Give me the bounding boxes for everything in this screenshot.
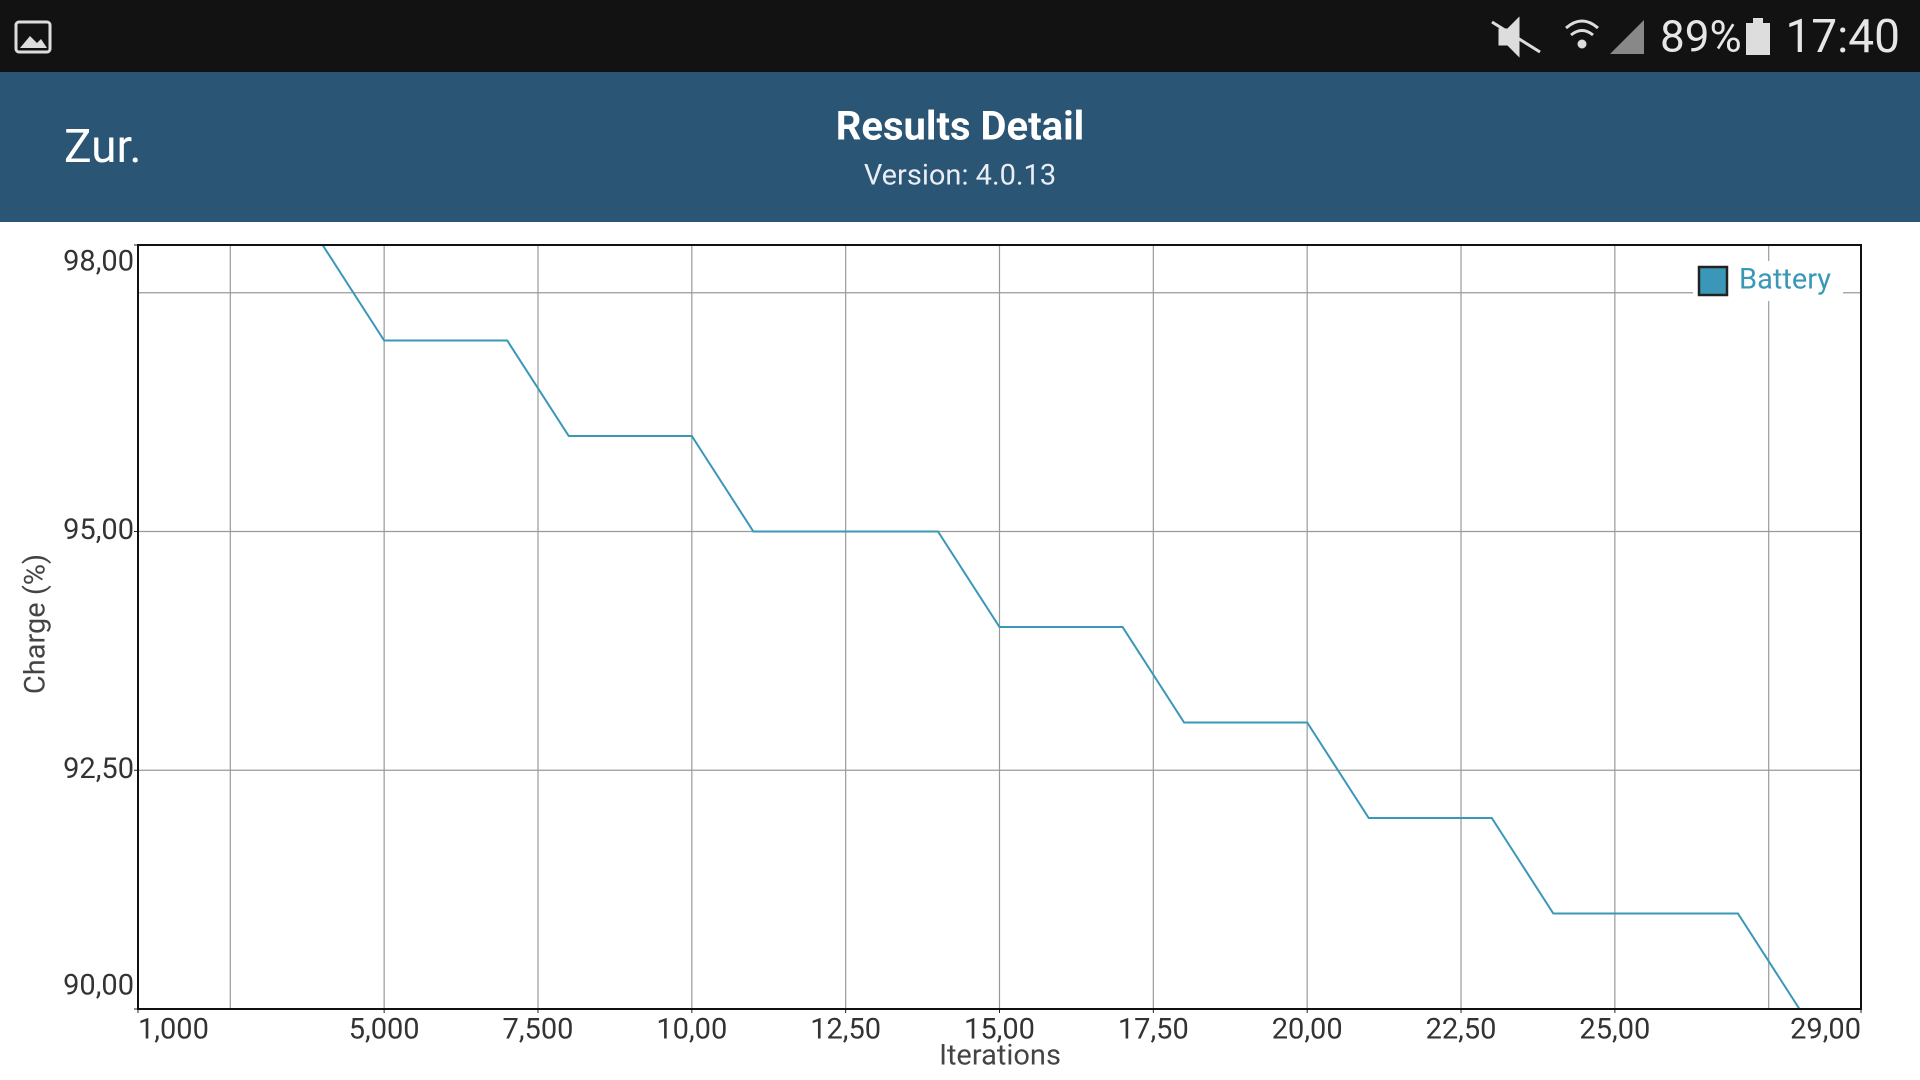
- legend-label: Battery: [1739, 263, 1831, 297]
- x-tick-label: 5,000: [349, 1013, 420, 1047]
- x-tick-label: 22,50: [1426, 1013, 1497, 1047]
- x-tick-label: 7,500: [503, 1013, 574, 1047]
- wifi-icon: [1565, 19, 1599, 49]
- header-subtitle: Version: 4.0.13: [864, 159, 1056, 193]
- app-header: [0, 72, 1920, 222]
- x-tick-label: 29,00: [1790, 1013, 1861, 1047]
- plot-border: [137, 244, 1862, 1010]
- legend-swatch: [1697, 265, 1729, 297]
- x-tick-label: 20,00: [1272, 1013, 1343, 1047]
- battery-icon: [1746, 18, 1770, 55]
- signal-icon: [1610, 20, 1644, 54]
- x-tick-label: 17,50: [1118, 1013, 1189, 1047]
- y-tick-label: 92,50: [63, 752, 134, 786]
- back-button[interactable]: Zur.: [64, 120, 141, 174]
- data-line: [138, 244, 1861, 1010]
- x-tick-label: 25,00: [1579, 1013, 1650, 1047]
- x-tick-label: 12,50: [810, 1013, 881, 1047]
- battery-percent: 89%: [1660, 11, 1742, 63]
- header-title: Results Detail: [836, 103, 1085, 150]
- y-tick-label: 90,00: [63, 969, 134, 1003]
- y-axis-label: Charge (%): [19, 554, 53, 694]
- x-axis-label: Iterations: [939, 1039, 1061, 1073]
- mute-icon: [1491, 16, 1541, 58]
- y-tick-label: 95,00: [63, 513, 134, 547]
- y-tick-label: 98,00: [63, 245, 134, 279]
- x-tick-label: 10,00: [656, 1013, 727, 1047]
- x-tick-label: 1,000: [138, 1013, 209, 1047]
- plot: 1,000 5,000 7,500 10,00 12,50 15,00 17,50 20,00…: [63, 244, 1862, 1047]
- status-bar: [0, 0, 1920, 72]
- clock: 17:40: [1785, 10, 1900, 64]
- gallery-icon: [14, 20, 52, 54]
- x-tick-label: 15,00: [964, 1013, 1035, 1047]
